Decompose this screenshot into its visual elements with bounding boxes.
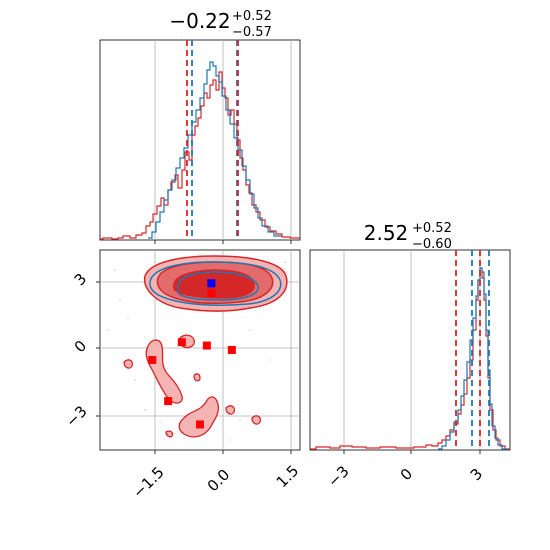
y-histogram-blue-series bbox=[438, 267, 508, 450]
red-square-marker bbox=[207, 289, 216, 298]
x-histogram-title: −0.22 bbox=[169, 9, 230, 33]
x-histogram-red-series bbox=[100, 71, 300, 240]
contour-red-island bbox=[165, 430, 174, 438]
contour-panel: −1.5 0.0 1.5 3 0 −3 bbox=[62, 249, 302, 502]
y-histogram-panel: 2.52 +0.52 −0.60 −3 0 3 bbox=[309, 221, 511, 491]
faint-point bbox=[119, 299, 121, 301]
faint-point bbox=[284, 261, 286, 263]
faint-point bbox=[144, 409, 146, 411]
x-histogram-title-sub: −0.57 bbox=[232, 25, 272, 40]
y-tick-label: −3 bbox=[62, 402, 90, 430]
y-hist-tick-label: 3 bbox=[467, 465, 486, 484]
faint-point bbox=[107, 329, 109, 331]
contour-red-island bbox=[123, 359, 134, 369]
x-tick-label: −1.5 bbox=[129, 463, 167, 501]
contour-blue-inner bbox=[177, 271, 259, 301]
faint-point bbox=[114, 269, 116, 271]
x-histogram-ticks bbox=[154, 240, 292, 244]
faint-point bbox=[239, 419, 241, 421]
red-square-marker bbox=[227, 346, 236, 354]
contour-faint-points bbox=[107, 261, 286, 441]
y-histogram-ticks bbox=[343, 450, 481, 454]
contour-red-island bbox=[225, 405, 236, 415]
red-square-marker bbox=[164, 397, 173, 406]
contour-red-island bbox=[178, 396, 220, 438]
faint-point bbox=[229, 439, 231, 441]
y-histogram-frame bbox=[309, 249, 511, 451]
faint-point bbox=[269, 359, 271, 361]
blue-square-marker bbox=[207, 279, 216, 288]
y-histogram-tick-labels: −3 0 3 bbox=[324, 462, 486, 490]
contour-red-island bbox=[193, 373, 201, 382]
y-tick-label: 3 bbox=[71, 270, 90, 289]
contour-blue-outer bbox=[149, 261, 282, 306]
faint-point bbox=[249, 329, 251, 331]
y-histogram-title-sub: −0.60 bbox=[412, 237, 452, 252]
red-square-marker bbox=[202, 341, 211, 350]
x-histogram-quantile-lines bbox=[186, 40, 239, 240]
red-square-marker bbox=[196, 420, 204, 429]
y-hist-tick-label: 0 bbox=[397, 465, 416, 484]
red-square-marker bbox=[148, 356, 157, 364]
x-histogram-blue-series bbox=[148, 61, 282, 239]
x-histogram-frame bbox=[99, 39, 301, 241]
x-histogram-gridlines bbox=[154, 40, 292, 240]
y-histogram-quantile-lines bbox=[455, 250, 490, 450]
y-tick-label: 0 bbox=[71, 337, 90, 356]
contour-ticks bbox=[96, 281, 292, 454]
x-histogram-panel: −0.22 +0.52 −0.57 bbox=[99, 9, 301, 244]
y-histogram-title-sup: +0.52 bbox=[412, 221, 452, 236]
red-square-marker bbox=[177, 338, 186, 347]
contour-red-island bbox=[145, 339, 183, 404]
x-tick-label: 0.0 bbox=[204, 466, 234, 496]
x-histogram-title-sup: +0.52 bbox=[232, 9, 272, 24]
y-hist-tick-label: −3 bbox=[324, 462, 352, 490]
faint-point bbox=[134, 379, 136, 381]
contour-y-tick-labels: 3 0 −3 bbox=[62, 270, 90, 431]
contour-markers bbox=[148, 279, 236, 429]
faint-point bbox=[127, 317, 129, 319]
x-tick-label: 1.5 bbox=[273, 462, 303, 492]
y-histogram-title: 2.52 bbox=[364, 221, 409, 245]
contour-red-island bbox=[251, 415, 262, 425]
faint-point bbox=[159, 421, 161, 423]
contour-x-tick-labels: −1.5 0.0 1.5 bbox=[129, 462, 302, 502]
